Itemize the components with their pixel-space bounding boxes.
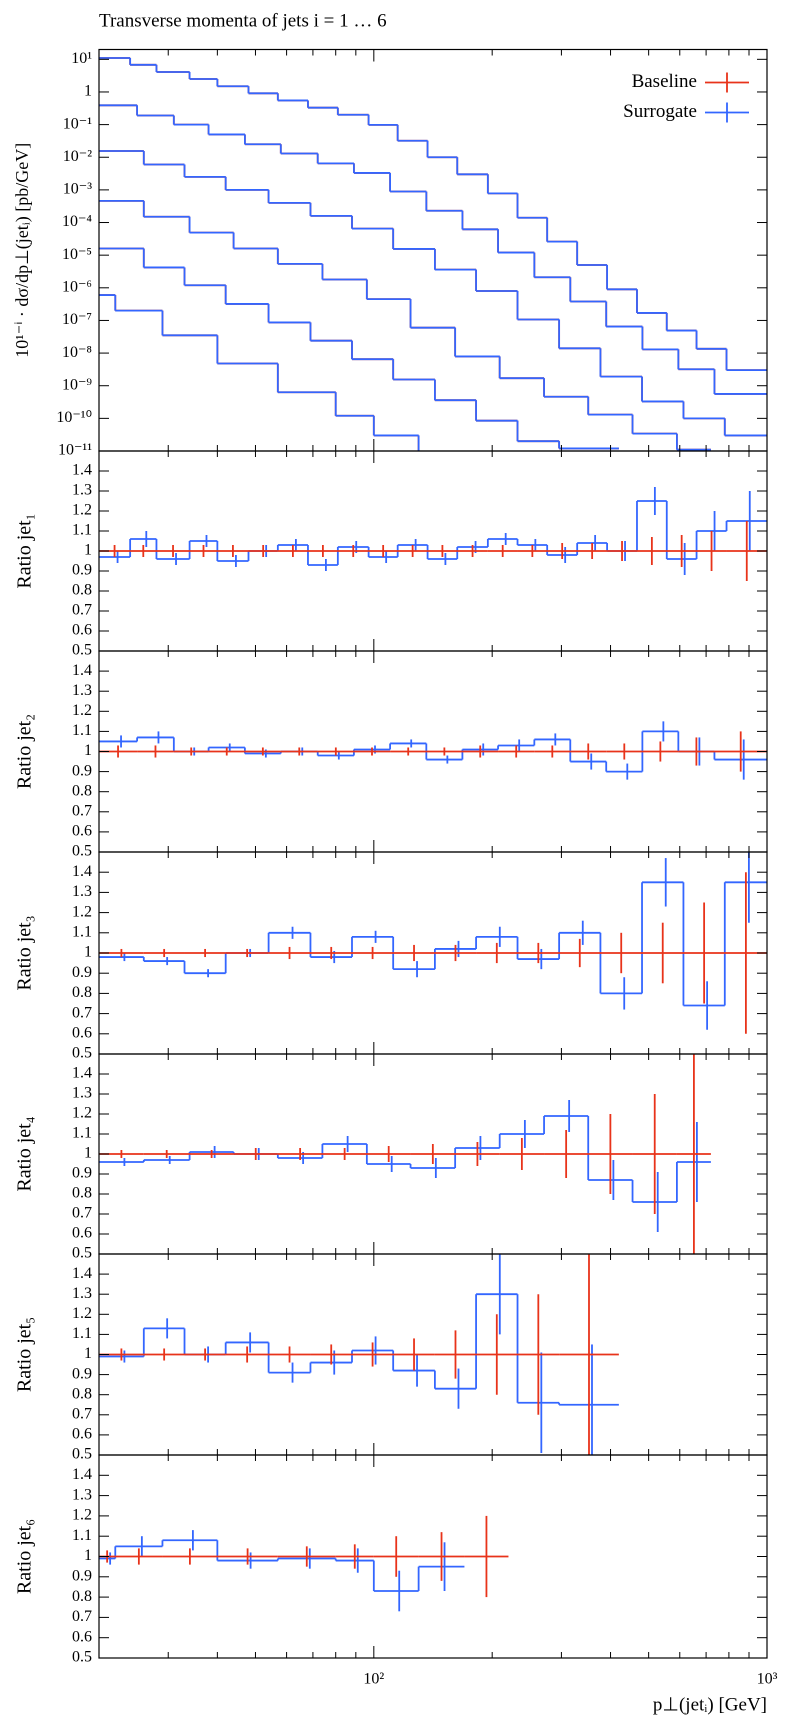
y-tick-label: 0.6 [72,1024,92,1041]
y-tick-label: 10⁻⁶ [62,278,92,295]
y-tick-label: 1 [84,1345,92,1362]
y-tick-label: 0.6 [72,823,92,840]
y-tick-label: 1.2 [72,702,92,719]
y-tick-label: 10⁻⁷ [62,311,92,328]
y-tick-label: 0.7 [72,1608,92,1625]
y-tick-label: 10⁻¹⁰ [56,409,92,426]
y-tick-label: 1.1 [72,522,92,539]
y-tick-label: 0.5 [72,642,92,659]
y-tick-label: 1.1 [72,1527,92,1544]
y-tick-label: 10⁻¹ [63,115,92,132]
y-axis-label: Ratio jet₆ [14,1519,36,1594]
y-axis-label: 10¹⁻ⁱ · dσ/dp⊥(jetᵢ) [pb/GeV] [12,143,33,358]
y-tick-label: 1 [84,1145,92,1162]
legend-label: Surrogate [623,101,697,122]
y-tick-label: 1 [84,944,92,961]
y-tick-label: 1.1 [72,923,92,940]
y-tick-label: 1.3 [72,1285,92,1302]
panel [99,487,767,581]
panel [99,852,767,1034]
legend-label: Baseline [632,71,697,92]
y-tick-label: 0.7 [72,802,92,819]
y-tick-label: 0.8 [72,1185,92,1202]
y-tick-label: 1.1 [72,1125,92,1142]
y-axis-label: Ratio jet₁ [14,513,36,588]
y-tick-label: 10⁻⁹ [62,376,92,393]
y-tick-label: 0.9 [72,1365,92,1382]
y-tick-label: 10⁻⁵ [62,246,92,263]
y-tick-label: 1 [84,1547,92,1564]
y-axis-label: Ratio jet₄ [14,1116,36,1191]
y-tick-label: 1.4 [72,1065,92,1082]
y-tick-label: 10⁻⁸ [62,344,92,361]
y-tick-label: 10⁻³ [63,181,92,198]
panel [99,1515,509,1612]
y-tick-label: 10⁻² [63,148,92,165]
y-tick-label: 0.9 [72,762,92,779]
y-tick-label: 1.4 [72,662,92,679]
y-tick-label: 0.9 [72,1165,92,1182]
y-tick-label: 10⁻¹¹ [58,442,92,459]
y-tick-label: 1.4 [72,863,92,880]
y-tick-label: 1.1 [72,722,92,739]
y-tick-label: 0.8 [72,984,92,1001]
y-tick-label: 0.6 [72,622,92,639]
y-tick-label: 1.1 [72,1325,92,1342]
y-tick-label: 1 [84,742,92,759]
panel [99,57,767,451]
y-tick-label: 0.5 [72,1649,92,1666]
x-tick-label: 10³ [757,1671,778,1688]
y-tick-label: 0.7 [72,1004,92,1021]
panel-frame [98,1454,768,1659]
y-tick-label: 1.4 [72,1265,92,1282]
y-tick-label: 1.3 [72,1085,92,1102]
y-tick-label: 1.2 [72,903,92,920]
y-tick-label: 0.8 [72,1385,92,1402]
y-tick-label: 1.2 [72,502,92,519]
y-tick-label: 0.7 [72,1405,92,1422]
y-tick-label: 0.7 [72,602,92,619]
y-tick-label: 0.6 [72,1225,92,1242]
y-tick-label: 0.8 [72,1588,92,1605]
y-axis-label: Ratio jet₅ [14,1317,36,1392]
y-tick-label: 1.2 [72,1507,92,1524]
y-tick-label: 0.6 [72,1426,92,1443]
y-tick-label: 0.5 [72,1045,92,1062]
y-tick-label: 0.8 [72,782,92,799]
y-tick-label: 1.3 [72,682,92,699]
y-tick-label: 0.9 [72,1567,92,1584]
y-tick-label: 1 [84,83,92,100]
y-tick-label: 1.3 [72,883,92,900]
panel [99,1254,619,1455]
y-tick-label: 10¹ [71,50,92,67]
y-axis-label: Ratio jet₃ [14,915,36,990]
y-tick-label: 1.3 [72,482,92,499]
y-tick-label: 10⁻⁴ [62,213,92,230]
y-tick-label: 0.9 [72,964,92,981]
y-tick-label: 0.8 [72,582,92,599]
y-tick-label: 1 [84,542,92,559]
y-tick-label: 1.3 [72,1486,92,1503]
y-tick-label: 1.4 [72,462,92,479]
y-axis-label: Ratio jet₂ [14,714,36,789]
y-tick-label: 1.2 [72,1105,92,1122]
x-axis-label: p⊥(jetᵢ) [GeV] [653,1694,767,1715]
chart-title: Transverse momenta of jets i = 1 … 6 [99,10,387,31]
y-tick-label: 0.5 [72,1245,92,1262]
y-tick-label: 0.5 [72,843,92,860]
y-tick-label: 1.4 [72,1466,92,1483]
panel [99,1054,711,1254]
panel [99,721,767,780]
y-tick-label: 1.2 [72,1305,92,1322]
y-tick-label: 0.9 [72,562,92,579]
x-tick-label: 10² [363,1671,384,1688]
y-tick-label: 0.7 [72,1205,92,1222]
y-tick-label: 0.6 [72,1628,92,1645]
y-tick-label: 0.5 [72,1446,92,1463]
